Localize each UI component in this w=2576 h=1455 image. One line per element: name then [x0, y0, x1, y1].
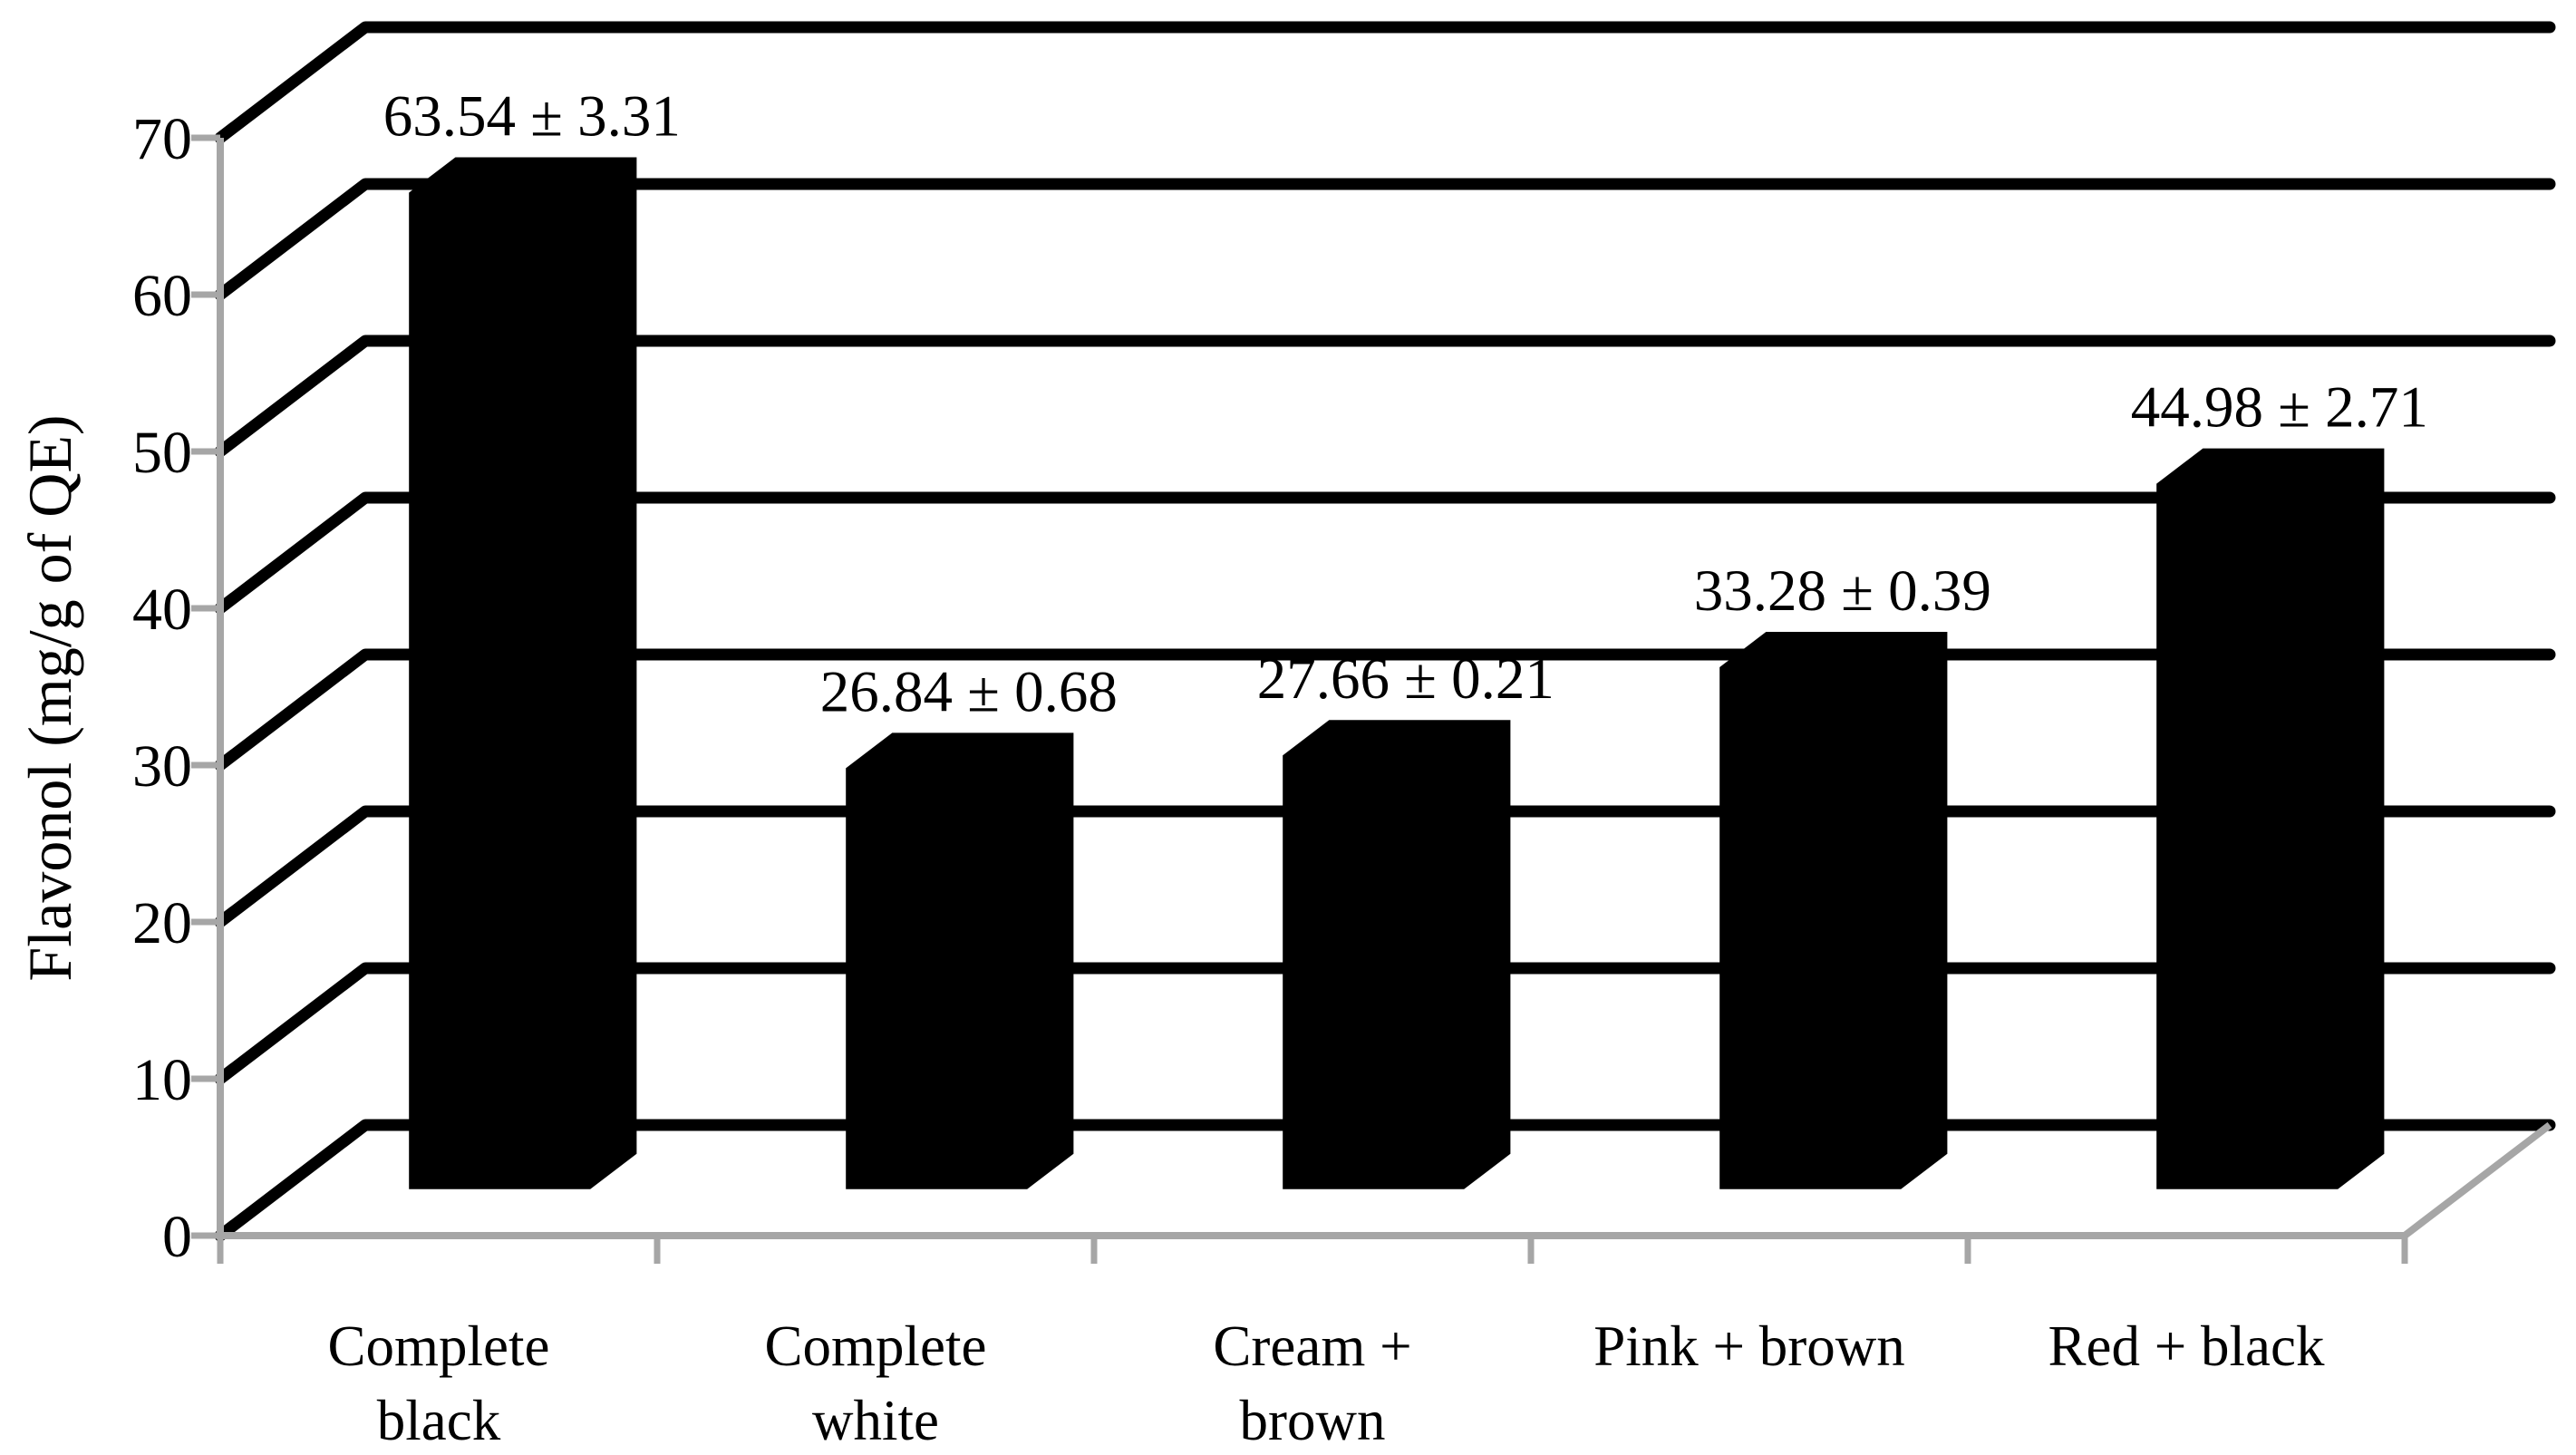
- bar: [2156, 448, 2385, 1189]
- back-gridline: [214, 21, 2556, 144]
- y-axis-title: Flavonol (mg/g of QE): [15, 414, 84, 981]
- back-wall-gridlines: [214, 21, 2556, 1242]
- y-tick-label: 50: [132, 420, 192, 486]
- bars: [409, 157, 2385, 1189]
- category-label: white: [812, 1389, 939, 1450]
- y-tick-label: 60: [132, 263, 192, 329]
- data-label: 63.54 ± 3.31: [383, 83, 681, 149]
- data-label: 26.84 ± 0.68: [820, 659, 1118, 724]
- bar: [1719, 631, 1948, 1189]
- data-label: 44.98 ± 2.71: [2131, 375, 2428, 441]
- y-tick-label: 0: [162, 1204, 192, 1270]
- y-tick-label: 20: [132, 890, 192, 956]
- category-label: black: [377, 1389, 501, 1450]
- bar: [409, 157, 637, 1189]
- y-tick-label: 10: [132, 1047, 192, 1113]
- category-label: Complete: [328, 1314, 550, 1378]
- back-gridline: [214, 178, 2556, 301]
- category-label: brown: [1240, 1389, 1386, 1450]
- bar: [846, 732, 1074, 1189]
- category-label: Cream +: [1213, 1314, 1411, 1378]
- category-label: Complete: [765, 1314, 987, 1378]
- y-tick-label: 40: [132, 577, 192, 643]
- labels: 63.54 ± 3.31 26.84 ± 0.68 27.66 ± 0.21 33.2…: [15, 83, 2428, 1452]
- y-tick-label: 30: [132, 733, 192, 800]
- axis-lines: [191, 134, 2552, 1264]
- floor-depth-edge: [2402, 1121, 2552, 1239]
- y-tick-label: 70: [132, 106, 192, 172]
- category-label: Pink + brown: [1593, 1314, 1905, 1378]
- back-gridline: [214, 491, 2556, 615]
- data-label: 27.66 ± 0.21: [1257, 646, 1554, 712]
- data-label: 33.28 ± 0.39: [1694, 558, 1991, 624]
- bar: [1283, 720, 1511, 1189]
- back-gridline: [214, 335, 2556, 458]
- category-label: Red + black: [2048, 1314, 2325, 1378]
